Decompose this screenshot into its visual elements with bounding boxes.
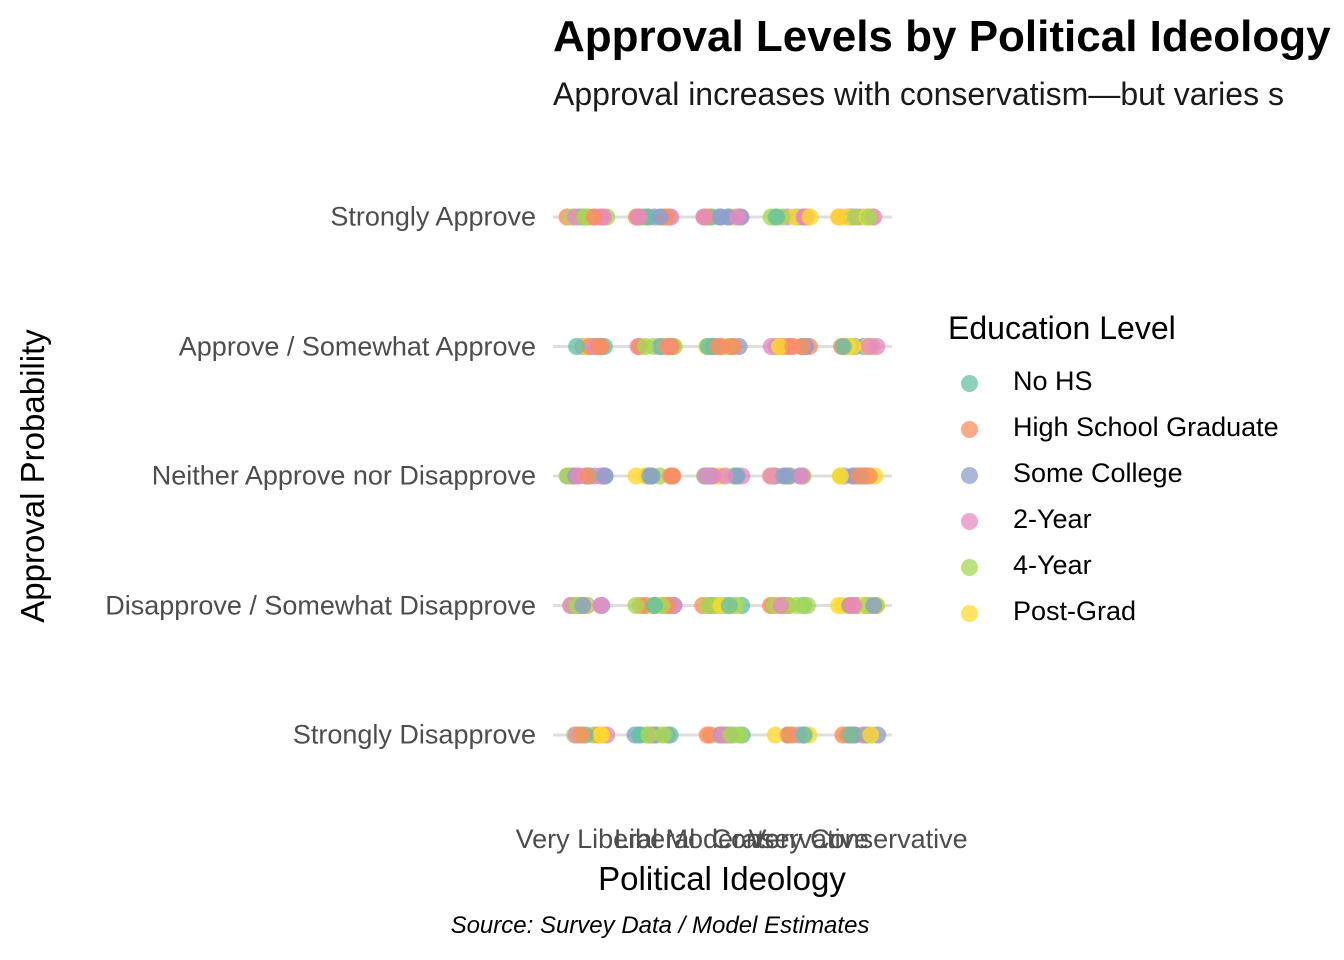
legend-item: Some College xyxy=(948,457,1183,503)
data-point xyxy=(798,597,816,614)
data-point xyxy=(630,208,648,226)
data-point xyxy=(627,467,645,485)
data-point xyxy=(768,208,786,226)
data-point xyxy=(697,467,715,485)
data-point xyxy=(654,726,672,744)
data-point xyxy=(784,338,802,355)
data-point xyxy=(662,338,680,355)
legend-key xyxy=(961,467,978,484)
legend-item: 2-Year xyxy=(948,503,1176,549)
legend-key xyxy=(961,605,978,622)
chart-title: Approval Levels by Political Ideology xyxy=(553,12,1331,61)
y-tick-label: Disapprove / Somewhat Disapprove xyxy=(105,590,536,620)
data-point xyxy=(637,338,654,355)
data-point xyxy=(645,597,663,614)
legend-key xyxy=(961,375,978,392)
data-point xyxy=(593,726,611,744)
x-axis-label: Political Ideology xyxy=(598,860,846,897)
data-point xyxy=(845,597,863,614)
legend: Education Level No HS High School Graduat… xyxy=(948,310,1279,641)
data-point xyxy=(850,467,868,485)
data-point xyxy=(865,597,883,614)
data-point xyxy=(795,726,813,744)
x-tick-label: Conservative xyxy=(711,824,870,854)
legend-label: 2-Year xyxy=(1013,504,1092,534)
legend-label: 4-Year xyxy=(1013,550,1092,580)
data-point xyxy=(772,597,790,614)
data-point xyxy=(868,338,886,355)
y-tick-label: Neither Approve nor Disapprove xyxy=(151,460,536,491)
data-point xyxy=(766,726,784,744)
data-point xyxy=(720,597,738,614)
data-point xyxy=(568,338,586,355)
data-point xyxy=(862,726,880,744)
data-point xyxy=(830,208,848,226)
data-point xyxy=(729,208,747,226)
data-point xyxy=(596,467,614,485)
legend-item: 4-Year xyxy=(948,549,1176,595)
legend-key xyxy=(961,559,978,576)
data-point xyxy=(651,208,669,226)
data-point xyxy=(716,467,734,485)
data-point xyxy=(574,597,592,614)
x-tick-label: Very Conservative xyxy=(748,824,968,854)
data-point xyxy=(860,208,878,226)
chart-caption: Source: Survey Data / Model Estimates xyxy=(450,912,870,939)
legend-item: Post-Grad xyxy=(948,595,1176,641)
data-point xyxy=(780,726,798,744)
legend-item: No HS xyxy=(948,365,1176,411)
data-point xyxy=(722,726,740,744)
data-point xyxy=(728,467,746,485)
data-point xyxy=(846,208,864,226)
data-point xyxy=(579,467,597,485)
data-point xyxy=(573,726,591,744)
y-tick-label: Approve / Somewhat Approve xyxy=(178,331,536,361)
y-tick-label: Strongly Approve xyxy=(330,201,536,232)
legend-label: Some College xyxy=(1013,458,1183,488)
legend-label: Post-Grad xyxy=(1013,596,1137,626)
legend-item: High School Graduate xyxy=(948,411,1279,457)
data-point xyxy=(585,208,603,226)
y-tick-label: Strongly Disapprove xyxy=(292,719,536,750)
data-point xyxy=(835,338,852,355)
legend-label: High School Graduate xyxy=(1013,412,1279,442)
data-point xyxy=(641,467,659,485)
data-point xyxy=(627,597,645,614)
data-point xyxy=(801,208,819,226)
x-tick-label: Very Liberal xyxy=(515,824,659,854)
legend-label: No HS xyxy=(1013,366,1093,396)
data-point xyxy=(664,467,682,485)
data-point xyxy=(592,597,610,614)
x-tick-label: Liberal xyxy=(614,824,696,854)
data-point xyxy=(695,208,713,226)
data-point xyxy=(725,338,742,355)
data-point xyxy=(640,726,658,744)
data-point xyxy=(762,467,780,485)
data-point xyxy=(793,467,811,485)
data-point xyxy=(841,726,859,744)
data-point xyxy=(590,338,608,355)
data-point xyxy=(831,467,849,485)
data-point xyxy=(770,338,788,355)
legend-key xyxy=(961,513,978,530)
legend-items: No HS High School Graduate Some College 2-Y… xyxy=(948,365,1279,641)
data-point xyxy=(709,338,727,355)
x-tick-label: Moderate xyxy=(665,824,780,854)
chart-subtitle: Approval increases with conservatism—but… xyxy=(553,76,1284,112)
data-point xyxy=(775,467,793,485)
legend-key xyxy=(961,421,978,438)
y-axis-label: Approval Probability xyxy=(14,329,51,623)
legend-title: Education Level xyxy=(948,310,1176,346)
